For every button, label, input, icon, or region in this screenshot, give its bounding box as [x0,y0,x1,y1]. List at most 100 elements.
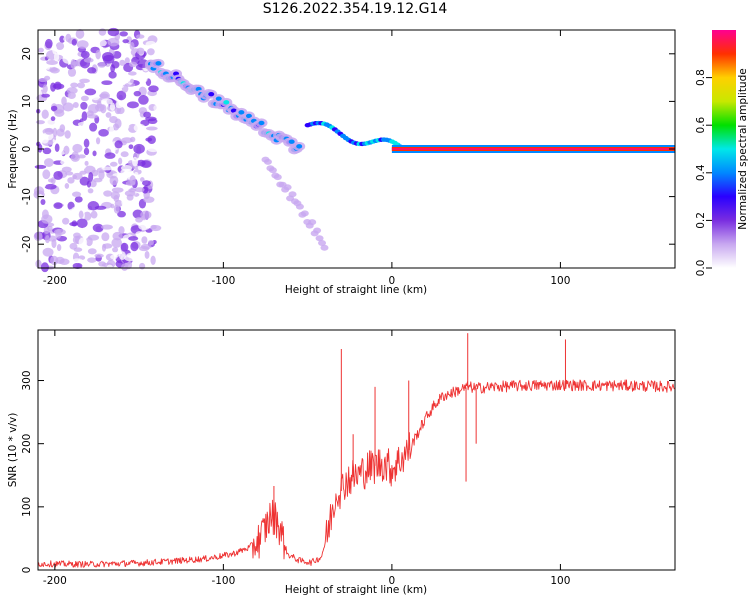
noise-blob [109,161,118,167]
noise-blob [126,101,139,109]
noise-blob [71,258,84,264]
noise-blob [44,158,54,167]
noise-blob [61,96,67,106]
noise-blob [111,237,123,248]
noise-blob [117,74,126,85]
noise-blob [53,170,63,180]
branch-halo [308,219,317,226]
noise-blob [133,90,142,97]
noise-blob [56,244,62,252]
noise-blob [40,199,46,205]
snr-plot-area [38,330,675,570]
noise-blob [147,135,156,145]
noise-blob [133,123,146,133]
noise-blob [196,196,205,203]
noise-blob [109,125,115,134]
noise-blob [37,143,43,153]
noise-blob [83,138,90,148]
noise-blob [148,110,160,117]
noise-blob [249,27,258,34]
noise-blob [313,72,321,78]
noise-blob [314,141,320,147]
carrier-line-core [391,148,675,150]
branch-halo [288,191,297,198]
noise-blob [293,208,298,215]
noise-blob [41,109,49,120]
noise-blob [149,209,158,220]
noise-blob [128,71,137,76]
colorbar-tick-label: 0.6 [695,117,707,134]
noise-blob [204,190,212,195]
noise-blob [124,57,130,65]
noise-blob [268,224,274,229]
noise-blob [98,261,106,267]
noise-blob [53,81,62,90]
noise-blob [163,254,170,259]
noise-blob [55,42,65,50]
noise-blob [257,257,265,264]
noise-blob [121,197,128,207]
noise-blob [288,120,297,125]
noise-blob [218,231,226,239]
noise-blob [87,67,97,74]
noise-blob [260,223,267,231]
noise-blob [46,60,58,65]
noise-blob [226,136,235,140]
snr-series-line [38,379,675,568]
noise-blob [96,100,102,109]
noise-blob [311,184,316,191]
noise-blob [122,39,130,44]
noise-blob [232,31,236,37]
noise-blob [63,145,70,155]
noise-blob [136,159,146,167]
noise-blob [165,133,170,140]
noise-blob [50,116,56,122]
noise-blob [72,262,83,269]
noise-blob [139,177,145,182]
noise-blob [44,183,57,190]
y-tick-label: 0 [21,146,33,153]
noise-blob [306,184,312,191]
colorbar-tick-label: 0.4 [695,164,707,181]
x-tick-label: -100 [211,575,235,587]
noise-blob [87,234,100,241]
noise-blob [178,123,183,130]
noise-blob [34,164,47,169]
noise-blob [128,188,137,193]
noise-blob [248,33,256,41]
noise-blob [64,182,70,189]
noise-blob [242,37,248,43]
y-tick-label: 10 [21,95,33,108]
noise-blob [130,78,135,84]
x-tick-label: -200 [43,275,67,287]
noise-blob [338,216,343,222]
noise-blob [42,169,51,180]
noise-blob [147,118,158,125]
noise-blob [144,251,150,259]
noise-blob [207,201,216,206]
noise-blob [212,227,217,235]
noise-blob [180,177,189,185]
noise-blob [248,226,255,232]
noise-blob [77,121,90,127]
noise-blob [138,95,149,105]
noise-blob [211,248,219,256]
noise-blob [163,186,169,193]
noise-blob [94,253,104,258]
noise-blob [74,196,83,203]
noise-blob [320,161,328,167]
branch-halo [295,203,304,210]
noise-blob [150,255,156,266]
noise-blob [168,144,174,152]
noise-blob [333,110,339,118]
noise-blob [312,52,317,60]
noise-blob [150,128,160,138]
x-tick-label: -100 [211,275,235,287]
noise-blob [140,210,152,220]
branch-core [230,108,237,113]
noise-blob [84,88,97,96]
branch-core [245,113,252,119]
noise-blob [35,120,45,125]
noise-blob [95,49,101,60]
noise-blob [175,41,182,46]
